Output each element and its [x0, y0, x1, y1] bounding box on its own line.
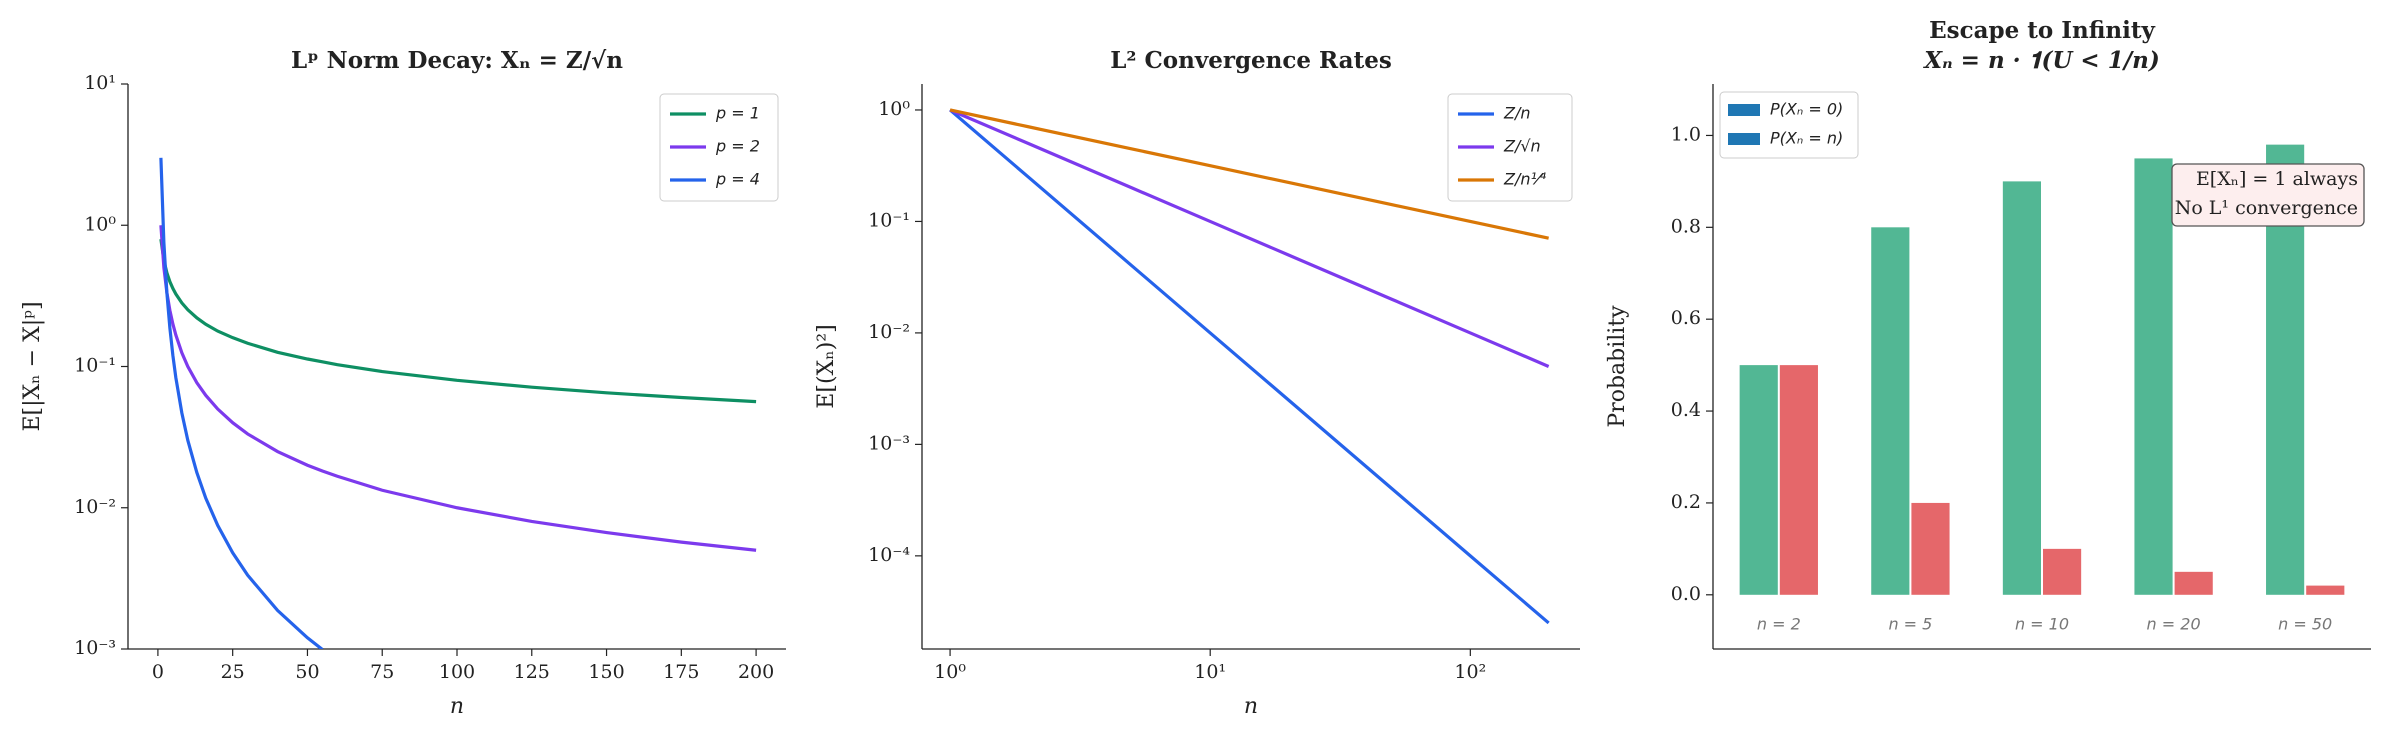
y-tick-label: 10⁰: [84, 213, 116, 235]
annotation: E[Xₙ] = 1 always: [2196, 168, 2358, 190]
category-label: n = 2: [1757, 615, 1801, 634]
legend-label: p = 2: [715, 137, 760, 156]
category-label: n = 20: [2147, 615, 2201, 634]
y-tick-label: 0.2: [1671, 491, 1701, 513]
legend-label: P(Xₙ = n): [1770, 129, 1843, 148]
legend-box: [659, 93, 779, 202]
legend-label: P(Xₙ = 0): [1770, 100, 1843, 119]
chart-title: L² Convergence Rates: [1110, 47, 1392, 74]
line-series: [159, 225, 757, 552]
x-tick-label: 10²: [1454, 661, 1486, 683]
line-series: [949, 108, 1550, 625]
y-tick-label: 10⁻³: [74, 637, 116, 659]
bar: [2134, 158, 2173, 595]
y-tick-label: 10⁻¹: [868, 209, 910, 231]
x-tick-label: 75: [370, 661, 394, 683]
line-series: [159, 238, 757, 404]
y-tick-label: 0.6: [1671, 307, 1701, 329]
chart-subtitle: Xₙ = n · 𝟏(U < 1/n): [1922, 47, 2159, 74]
y-tick-label: 10⁻⁴: [868, 544, 910, 566]
legend-label: Z/n¹⁄⁴: [1503, 170, 1547, 189]
x-axis-label: n: [450, 694, 464, 719]
y-tick-label: 10¹: [84, 72, 116, 94]
legend-swatch: [1728, 133, 1760, 145]
x-tick-label: 150: [588, 661, 624, 683]
y-tick-label: 0.4: [1671, 399, 1701, 421]
bar: [1911, 502, 1950, 595]
chart-title: Escape to Infinity: [1929, 17, 2155, 44]
annotation-box: [2171, 163, 2365, 227]
y-tick-label: 1.0: [1671, 123, 1701, 145]
x-tick-label: 125: [514, 661, 550, 683]
y-tick-label: 10⁰: [878, 98, 910, 120]
legend-label: Z/n: [1503, 104, 1531, 123]
legend-swatch: [1728, 104, 1760, 116]
category-label: n = 5: [1888, 615, 1932, 634]
panel: Lᵖ Norm Decay: Xₙ = Z/√n 10⁻³ 10⁻² 10⁻¹ 10⁰ 1…: [20, 47, 786, 719]
y-tick-label: 0.8: [1671, 215, 1701, 237]
y-tick-label: 10⁻²: [868, 321, 910, 343]
bar: [1871, 227, 1910, 595]
x-axis-label: n: [1244, 694, 1258, 719]
legend-label: Z/√n: [1503, 137, 1541, 156]
bar: [2174, 571, 2213, 595]
y-tick-label: 0.0: [1671, 583, 1701, 605]
legend-box: [1447, 93, 1573, 202]
x-tick-label: 10¹: [1194, 661, 1226, 683]
chart-title: Lᵖ Norm Decay: Xₙ = Z/√n: [291, 47, 623, 74]
panel: L² Convergence Rates 10⁻⁴ 10⁻³ 10⁻² 10⁻¹ 10⁰ E…: [814, 47, 1580, 719]
y-tick-label: 10⁻³: [868, 432, 910, 454]
panel: Escape to Infinity Xₙ = n · 𝟏(U < 1/n) 0.0…: [1605, 17, 2371, 650]
line-series: [159, 157, 324, 649]
bar: [2306, 585, 2345, 595]
category-label: n = 10: [2015, 615, 2069, 634]
annotation: No L¹ convergence: [2175, 197, 2358, 219]
y-tick-label: 10⁻²: [74, 496, 116, 518]
y-axis-label: E[|Xₙ − X|ᵖ]: [20, 301, 45, 431]
y-axis-label: E[(Xₙ)²]: [814, 324, 839, 408]
line-series: [949, 108, 1550, 368]
x-tick-label: 175: [663, 661, 699, 683]
x-tick-label: 200: [738, 661, 774, 683]
y-tick-label: 10⁻¹: [74, 355, 116, 377]
legend-label: p = 1: [715, 104, 760, 123]
x-tick-label: 100: [439, 661, 475, 683]
line-series: [949, 108, 1549, 240]
x-tick-label: 50: [295, 661, 319, 683]
bar: [2043, 548, 2082, 595]
x-tick-label: 25: [221, 661, 245, 683]
bar: [2002, 181, 2041, 595]
y-axis-label: Probability: [1605, 305, 1630, 428]
bar: [1779, 365, 1818, 595]
x-tick-label: 10⁰: [934, 661, 966, 683]
bar: [1739, 365, 1778, 595]
x-tick-label: 0: [152, 661, 164, 683]
legend-label: p = 4: [715, 170, 760, 189]
category-label: n = 50: [2278, 615, 2332, 634]
